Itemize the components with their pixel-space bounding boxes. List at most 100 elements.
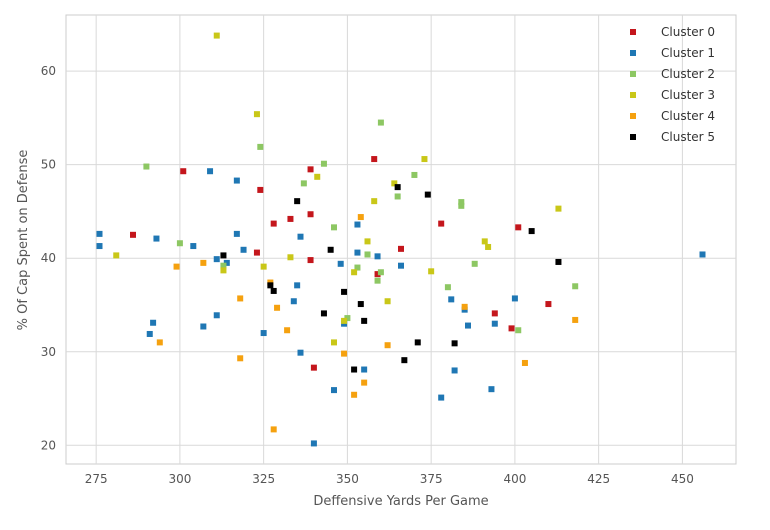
legend-marker [630,29,636,35]
data-point [267,282,274,289]
data-point [491,320,498,327]
data-point [384,342,391,349]
data-point [438,220,445,227]
data-point [257,186,264,193]
data-point [307,257,314,264]
data-point [371,198,378,205]
data-point [374,271,381,278]
data-point [314,173,321,180]
data-point [572,316,579,323]
legend-marker [630,134,636,140]
data-point [253,111,260,118]
data-point [310,440,317,447]
data-point [284,327,291,334]
data-point [511,295,518,302]
data-point [287,215,294,222]
data-point [130,231,136,238]
data-point [307,166,314,173]
x-tick-label: 350 [336,472,359,486]
data-point [398,262,404,269]
data-point [327,246,334,253]
data-point [351,366,358,373]
y-tick-label: 30 [41,345,56,359]
x-tick-label: 450 [671,472,694,486]
legend-marker [630,71,636,77]
data-point [150,319,157,326]
legend-label: Cluster 0 [661,25,715,39]
data-point [274,304,281,311]
x-axis-label: Deffensive Yards Per Game [313,494,488,509]
data-point [344,315,351,322]
data-point [401,357,408,364]
data-point [220,252,227,259]
legend-label: Cluster 2 [661,67,715,81]
data-point [377,119,384,126]
data-point [354,221,361,228]
x-tick-label: 275 [85,472,108,486]
data-point [351,269,358,276]
data-point [424,191,431,198]
data-point [260,330,267,337]
legend-marker [630,113,636,119]
data-point [341,288,348,295]
data-point [515,224,522,231]
x-tick-labels: 275 300 325 350 375 400 425 450 [85,472,694,486]
data-point [555,205,562,212]
y-axis-label: % Of Cap Spent on Defense [16,150,31,331]
x-tick-label: 325 [252,472,275,486]
data-point [331,224,337,231]
data-point [213,32,220,39]
data-point [438,394,445,401]
x-tick-label: 300 [168,472,191,486]
legend: Cluster 0 Cluster 1 Cluster 2 Cluster 3 Clus… [630,25,715,144]
data-point [394,184,401,191]
data-point [297,349,304,356]
grid-lines [66,15,736,464]
data-point [180,168,187,175]
y-tick-labels: 20 30 40 50 60 [41,64,56,452]
data-point [294,198,301,205]
data-point [374,277,381,284]
data-point [96,243,103,250]
y-tick-label: 20 [41,438,56,452]
x-tick-label: 400 [503,472,526,486]
data-point [113,252,120,259]
data-point [451,367,458,374]
data-point [297,233,304,240]
data-point [146,330,153,337]
data-point [260,263,267,270]
data-point [290,298,297,305]
data-point [394,193,401,200]
data-point [237,355,244,362]
data-point [270,426,277,433]
data-point [377,269,384,276]
data-point [545,301,552,308]
data-point [391,180,398,187]
data-point [233,177,240,184]
data-point [528,228,535,235]
legend-label: Cluster 3 [661,88,715,102]
data-point [508,325,515,332]
data-point [481,238,488,245]
data-point [190,243,197,250]
data-point [223,259,230,266]
data-point [384,298,391,305]
data-point [451,340,458,347]
data-point [444,284,451,291]
data-point [351,391,358,398]
y-tick-label: 40 [41,251,56,265]
data-point [270,287,277,294]
data-points [96,32,706,447]
data-point [488,386,495,393]
data-point [257,143,264,150]
data-point [220,262,227,269]
data-point [253,249,260,256]
data-point [331,339,337,346]
data-point [448,296,455,303]
data-point [153,235,160,242]
data-point [361,379,368,386]
data-point [374,253,381,260]
y-tick-label: 50 [41,158,56,172]
data-point [458,202,465,209]
